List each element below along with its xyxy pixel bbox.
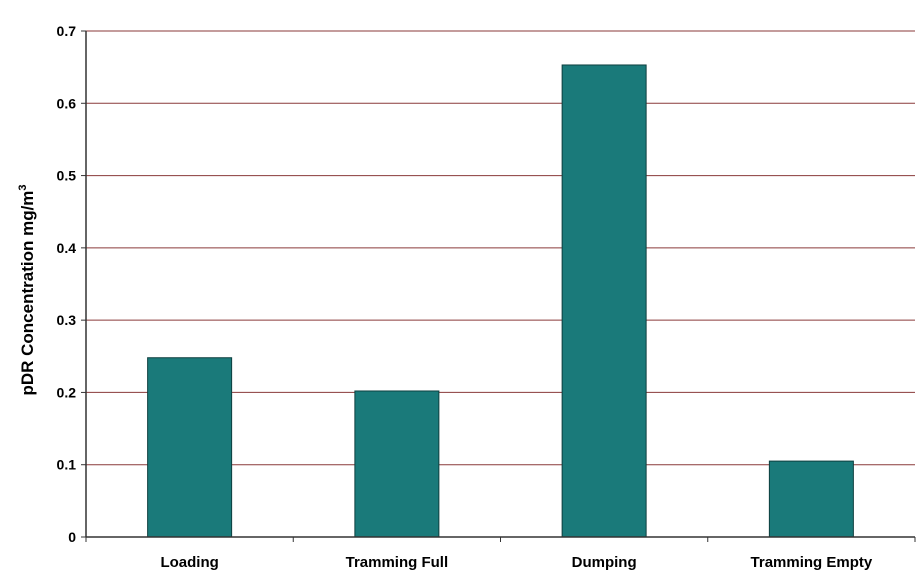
bars — [147, 64, 854, 538]
y-tick-label: 0.1 — [57, 457, 77, 473]
x-axis-ticks: Loading Tramming Full Dumping Tramming Empt… — [85, 537, 916, 571]
y-tick-label: 0.3 — [57, 312, 77, 328]
bar-loading — [147, 357, 233, 538]
y-tick-label: 0.7 — [57, 23, 77, 39]
bar-tramming-empty — [768, 460, 854, 538]
y-axis-title: pDR Concentration mg/m3 — [17, 184, 37, 395]
y-axis-title-superscript: 3 — [17, 184, 29, 190]
y-tick-label: 0.2 — [57, 384, 77, 400]
y-axis-ticks: 0 0.1 0.2 0.3 0.4 0.5 0.6 0.7 — [57, 23, 86, 545]
y-tick-label: 0.4 — [57, 240, 77, 256]
bar-tramming-full — [354, 390, 440, 538]
x-tick-label: Dumping — [572, 554, 637, 571]
x-tick-label: Loading — [160, 554, 218, 571]
x-tick-label: Tramming Full — [346, 554, 449, 571]
y-tick-label: 0.5 — [57, 168, 77, 184]
bar-dumping — [561, 64, 647, 538]
y-tick-label: 0 — [68, 529, 76, 545]
y-tick-label: 0.6 — [57, 95, 77, 111]
x-tick-label: Tramming Empty — [751, 554, 873, 571]
